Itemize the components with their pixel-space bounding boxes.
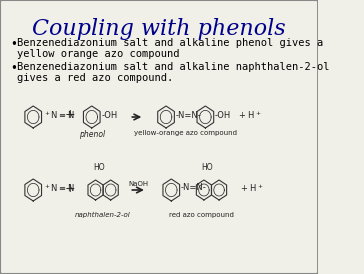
Text: HO: HO: [201, 164, 213, 173]
Text: HO: HO: [93, 164, 104, 173]
Text: Coupling with phenols: Coupling with phenols: [32, 18, 286, 40]
Text: gives a red azo compound.: gives a red azo compound.: [17, 73, 174, 83]
Text: +: +: [64, 109, 75, 121]
Text: + H$^+$: + H$^+$: [238, 109, 261, 121]
Text: red azo compound: red azo compound: [169, 212, 233, 218]
Text: + H$^+$: + H$^+$: [240, 182, 264, 194]
Text: Benzenediazonium salt and alkaline phenol gives a: Benzenediazonium salt and alkaline pheno…: [17, 38, 324, 48]
FancyBboxPatch shape: [0, 0, 318, 274]
Text: Benzenediazonium salt and alkaline naphthalen-2-ol: Benzenediazonium salt and alkaline napht…: [17, 62, 330, 72]
Text: -N=N-: -N=N-: [181, 184, 207, 193]
Text: •: •: [11, 62, 17, 75]
Text: -N=N-: -N=N-: [176, 110, 201, 119]
Text: $^+$N$\equiv$N: $^+$N$\equiv$N: [43, 109, 74, 121]
Text: $^+$N$\equiv$N: $^+$N$\equiv$N: [43, 182, 74, 194]
Text: •: •: [11, 38, 17, 51]
Text: -OH: -OH: [215, 110, 231, 119]
Text: -OH: -OH: [101, 110, 118, 119]
Text: phenol: phenol: [79, 130, 105, 139]
Text: yellow-orange azo compound: yellow-orange azo compound: [134, 130, 237, 136]
Text: NaOH: NaOH: [128, 181, 148, 187]
Text: yellow orange azo compound: yellow orange azo compound: [17, 49, 180, 59]
Text: +: +: [64, 181, 75, 195]
Text: naphthalen-2-ol: naphthalen-2-ol: [75, 212, 131, 218]
